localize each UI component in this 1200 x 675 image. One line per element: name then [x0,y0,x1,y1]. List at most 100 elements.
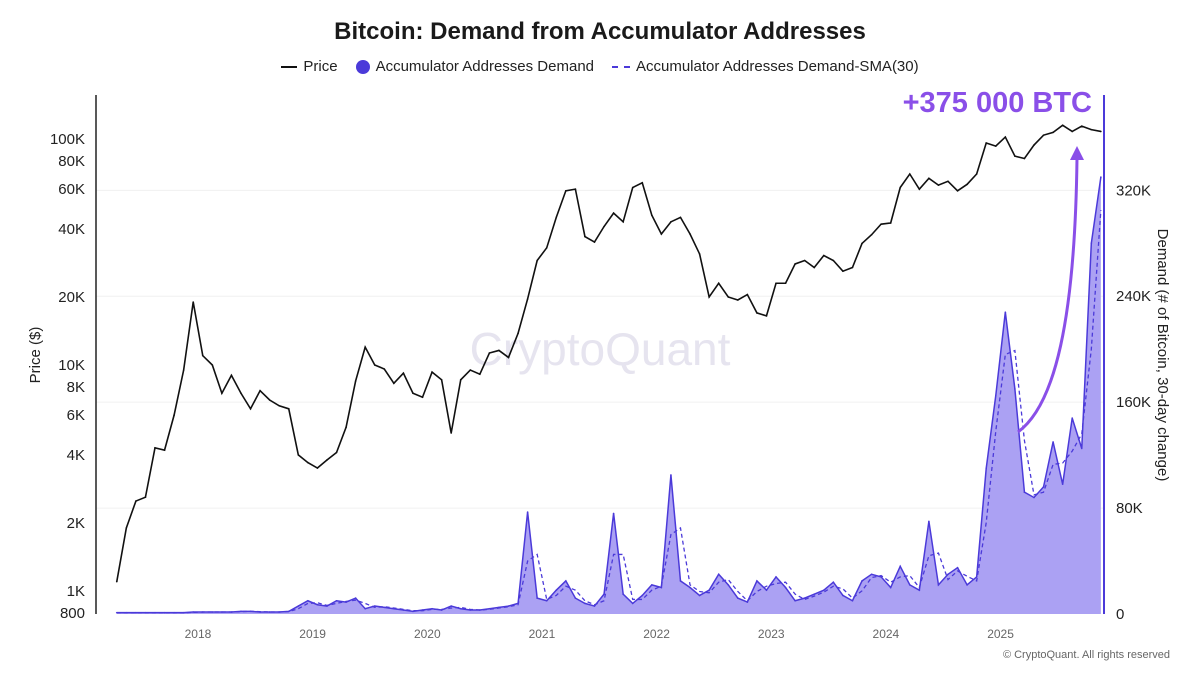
price-point [536,259,538,262]
demand-point [765,589,768,591]
price-point [956,189,959,192]
price-point [880,223,882,225]
price-point [679,216,682,219]
legend-item-price[interactable]: Price [281,58,338,75]
price-point [670,221,672,223]
price-point [211,364,214,366]
demand-point [842,594,844,597]
demand-point [307,599,309,602]
demand-point [698,594,701,597]
x-tick-label: 2025 [987,627,1014,641]
demand-point [163,611,166,614]
price-point [641,182,644,184]
demand-point [230,611,233,613]
price-point [259,389,261,392]
demand-point [889,586,892,589]
price-point [192,301,195,303]
price-point [383,368,386,370]
price-point [813,266,816,269]
price-point [488,352,491,354]
demand-point [1100,176,1102,178]
demand-point [450,605,452,607]
demand-sma-line [116,210,1102,614]
demand-point [975,576,978,578]
price-point [173,414,175,416]
demand-point [603,593,605,595]
demand-point [154,611,156,614]
legend-label: Accumulator Addresses Demand-SMA(30) [636,58,919,75]
price-point [421,396,424,399]
demand-point [1033,496,1035,499]
demand-point [459,607,462,610]
demand-point [125,611,128,614]
demand-point [507,605,510,607]
y-left-tick-label: 6K [67,407,85,424]
price-point [1014,155,1016,157]
demand-point [794,599,796,602]
price-point [182,369,185,371]
price-point [440,379,443,381]
demand-point [173,611,175,614]
x-tick-label: 2020 [414,627,441,641]
demand-point [297,605,300,607]
price-point [450,432,452,434]
price-point [469,369,472,371]
demand-point [1023,491,1026,493]
demand-point [498,606,500,609]
demand-point [631,602,634,605]
demand-point [584,602,586,605]
price-point [822,254,825,257]
price-point [832,259,835,262]
demand-point [421,609,424,611]
price-point [1100,130,1102,133]
price-point [928,177,930,180]
price-point [631,186,634,189]
demand-point [641,594,644,597]
price-point [1071,130,1074,133]
price-point [565,189,567,192]
price-point [593,241,596,243]
price-point [765,315,768,317]
demand-point [373,605,376,607]
legend-item-sma[interactable]: Accumulator Addresses Demand-SMA(30) [612,58,919,75]
x-tick-label: 2024 [873,627,900,641]
demand-point [1090,242,1093,245]
price-point [125,527,128,529]
demand-point [928,520,930,523]
demand-point [335,599,338,602]
dot-swatch-icon [355,59,370,74]
price-point [1004,136,1007,138]
price-point [326,459,328,461]
price-point [526,298,529,300]
demand-point [813,593,816,595]
price-point [651,214,653,217]
price-point [947,180,949,183]
price-point [517,332,519,335]
demand-point [861,580,863,582]
price-point [794,263,796,265]
demand-point [249,610,252,613]
price-point [249,408,252,410]
y-right-tick-label: 0 [1116,606,1124,623]
demand-point [689,586,691,589]
demand-point [201,611,204,613]
price-point [842,270,844,273]
price-point [899,186,902,189]
demand-point [115,611,118,614]
demand-point [536,597,538,599]
demand-point [966,584,968,586]
demand-point [784,586,787,589]
y-right-tick-label: 320K [1116,182,1151,199]
price-point [507,356,510,359]
demand-point [526,511,529,513]
legend-item-demand[interactable]: Accumulator Addresses Demand [355,58,594,75]
demand-point [259,611,261,613]
price-point [230,374,233,377]
price-point [402,372,405,374]
demand-point [880,576,882,578]
demand-point [144,611,147,614]
price-point [135,500,137,502]
demand-point [517,602,519,605]
demand-point [545,599,548,602]
price-point [622,221,624,223]
